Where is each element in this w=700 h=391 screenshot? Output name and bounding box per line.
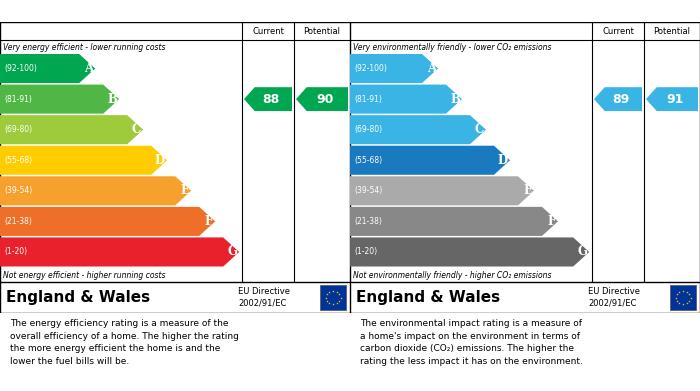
Text: (69-80): (69-80) bbox=[4, 125, 32, 134]
Text: G: G bbox=[228, 246, 237, 258]
Text: 88: 88 bbox=[262, 93, 280, 106]
Text: Energy Efficiency Rating: Energy Efficiency Rating bbox=[7, 5, 178, 18]
Text: C: C bbox=[132, 123, 141, 136]
Polygon shape bbox=[0, 84, 119, 114]
Polygon shape bbox=[244, 87, 292, 111]
Text: 89: 89 bbox=[612, 93, 630, 106]
Polygon shape bbox=[296, 87, 348, 111]
Text: 91: 91 bbox=[666, 93, 684, 106]
Text: (69-80): (69-80) bbox=[354, 125, 382, 134]
Polygon shape bbox=[0, 54, 95, 83]
Polygon shape bbox=[350, 84, 462, 114]
Polygon shape bbox=[350, 115, 486, 144]
Bar bbox=[320, 285, 346, 310]
Text: (81-91): (81-91) bbox=[4, 95, 32, 104]
Bar bbox=[670, 285, 696, 310]
Text: Current: Current bbox=[252, 27, 284, 36]
Polygon shape bbox=[594, 87, 642, 111]
Text: EU Directive
2002/91/EC: EU Directive 2002/91/EC bbox=[588, 287, 640, 308]
Polygon shape bbox=[350, 237, 589, 267]
Polygon shape bbox=[0, 115, 144, 144]
Text: (21-38): (21-38) bbox=[4, 217, 32, 226]
Text: Potential: Potential bbox=[654, 27, 690, 36]
Text: (81-91): (81-91) bbox=[354, 95, 382, 104]
Text: Potential: Potential bbox=[304, 27, 340, 36]
Text: (21-38): (21-38) bbox=[354, 217, 382, 226]
Text: F: F bbox=[205, 215, 214, 228]
Text: England & Wales: England & Wales bbox=[6, 290, 150, 305]
Polygon shape bbox=[350, 146, 510, 175]
Text: Very environmentally friendly - lower CO₂ emissions: Very environmentally friendly - lower CO… bbox=[353, 43, 552, 52]
Text: Not environmentally friendly - higher CO₂ emissions: Not environmentally friendly - higher CO… bbox=[353, 271, 552, 280]
Polygon shape bbox=[646, 87, 698, 111]
Text: (92-100): (92-100) bbox=[354, 64, 387, 73]
Text: Very energy efficient - lower running costs: Very energy efficient - lower running co… bbox=[3, 43, 165, 52]
Polygon shape bbox=[0, 237, 239, 267]
Text: D: D bbox=[498, 154, 508, 167]
Text: (92-100): (92-100) bbox=[4, 64, 37, 73]
Text: D: D bbox=[155, 154, 165, 167]
Text: EU Directive
2002/91/EC: EU Directive 2002/91/EC bbox=[238, 287, 290, 308]
Text: (1-20): (1-20) bbox=[354, 248, 377, 256]
Polygon shape bbox=[350, 207, 558, 236]
Text: C: C bbox=[475, 123, 484, 136]
Text: B: B bbox=[107, 93, 117, 106]
Text: (39-54): (39-54) bbox=[4, 187, 32, 196]
Polygon shape bbox=[350, 54, 438, 83]
Polygon shape bbox=[350, 176, 534, 205]
Text: A: A bbox=[84, 62, 93, 75]
Text: F: F bbox=[547, 215, 556, 228]
Text: The environmental impact rating is a measure of
a home's impact on the environme: The environmental impact rating is a mea… bbox=[360, 319, 583, 366]
Text: Environmental Impact (CO₂) Rating: Environmental Impact (CO₂) Rating bbox=[357, 5, 603, 18]
Polygon shape bbox=[0, 146, 167, 175]
Text: E: E bbox=[523, 184, 532, 197]
Text: (39-54): (39-54) bbox=[354, 187, 382, 196]
Text: Current: Current bbox=[602, 27, 634, 36]
Text: B: B bbox=[450, 93, 460, 106]
Text: 90: 90 bbox=[316, 93, 334, 106]
Polygon shape bbox=[0, 207, 215, 236]
Text: The energy efficiency rating is a measure of the
overall efficiency of a home. T: The energy efficiency rating is a measur… bbox=[10, 319, 239, 366]
Text: (55-68): (55-68) bbox=[4, 156, 32, 165]
Text: (1-20): (1-20) bbox=[4, 248, 27, 256]
Text: A: A bbox=[427, 62, 436, 75]
Text: (55-68): (55-68) bbox=[354, 156, 382, 165]
Text: Not energy efficient - higher running costs: Not energy efficient - higher running co… bbox=[3, 271, 165, 280]
Text: England & Wales: England & Wales bbox=[356, 290, 500, 305]
Polygon shape bbox=[0, 176, 191, 205]
Text: G: G bbox=[578, 246, 587, 258]
Text: E: E bbox=[180, 184, 189, 197]
